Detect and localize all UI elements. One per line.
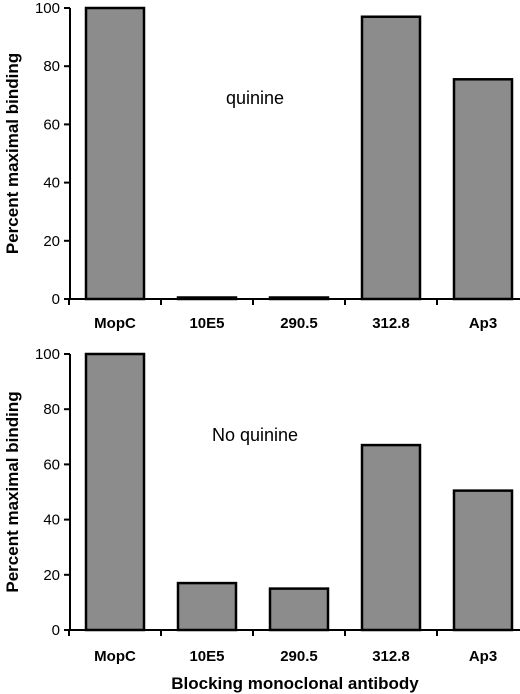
y-tick-label: 20 [43, 567, 60, 584]
y-tick-label: 100 [35, 347, 60, 363]
y-tick-label: 60 [43, 116, 60, 133]
y-tick-label: 40 [43, 512, 60, 529]
y-tick-label: 100 [35, 0, 60, 17]
chart-annotation: quinine [226, 88, 284, 108]
chart-annotation: No quinine [212, 425, 298, 445]
x-tick-label: 290.5 [280, 648, 318, 665]
y-tick-label: 0 [52, 622, 60, 639]
x-tick-label: Ap3 [469, 648, 497, 665]
bar-ap3 [452, 489, 514, 632]
bar-312-8 [360, 15, 422, 301]
y-axis-title: Percent maximal binding [3, 53, 22, 254]
x-tick-label: 312.8 [372, 315, 410, 332]
bar-10e5 [176, 581, 238, 632]
x-tick-label: 10E5 [189, 648, 224, 665]
y-tick-label: 60 [43, 456, 60, 473]
x-tick-label: MopC [94, 648, 136, 665]
y-tick-label: 80 [43, 401, 60, 418]
x-axis-title: Blocking monoclonal antibody [171, 674, 419, 693]
bar-mopc [84, 6, 146, 301]
x-tick-label: Ap3 [469, 315, 497, 332]
x-tick-label: 290.5 [280, 315, 318, 332]
y-tick-label: 40 [43, 175, 60, 192]
bar-290-5 [268, 587, 330, 632]
y-tick-label: 80 [43, 58, 60, 75]
y-axis-title: Percent maximal binding [3, 391, 22, 592]
x-tick-label: 312.8 [372, 648, 410, 665]
bar-ap3 [452, 78, 514, 301]
x-tick-label: MopC [94, 315, 136, 332]
y-tick-label: 0 [52, 291, 60, 308]
x-tick-label: 10E5 [189, 315, 224, 332]
bar-312-8 [360, 443, 422, 632]
bar-mopc [84, 352, 146, 632]
bar-chart-no-quinine: 0 20 40 60 80 100 MopC 10E5 290.5 312.8 Ap3 Percent… [3, 347, 520, 693]
bar-chart-quinine: 0 20 40 60 80 100 MopC 10E5 290.5 312.8 Ap3 Percent… [3, 0, 520, 332]
y-tick-label: 20 [43, 233, 60, 250]
